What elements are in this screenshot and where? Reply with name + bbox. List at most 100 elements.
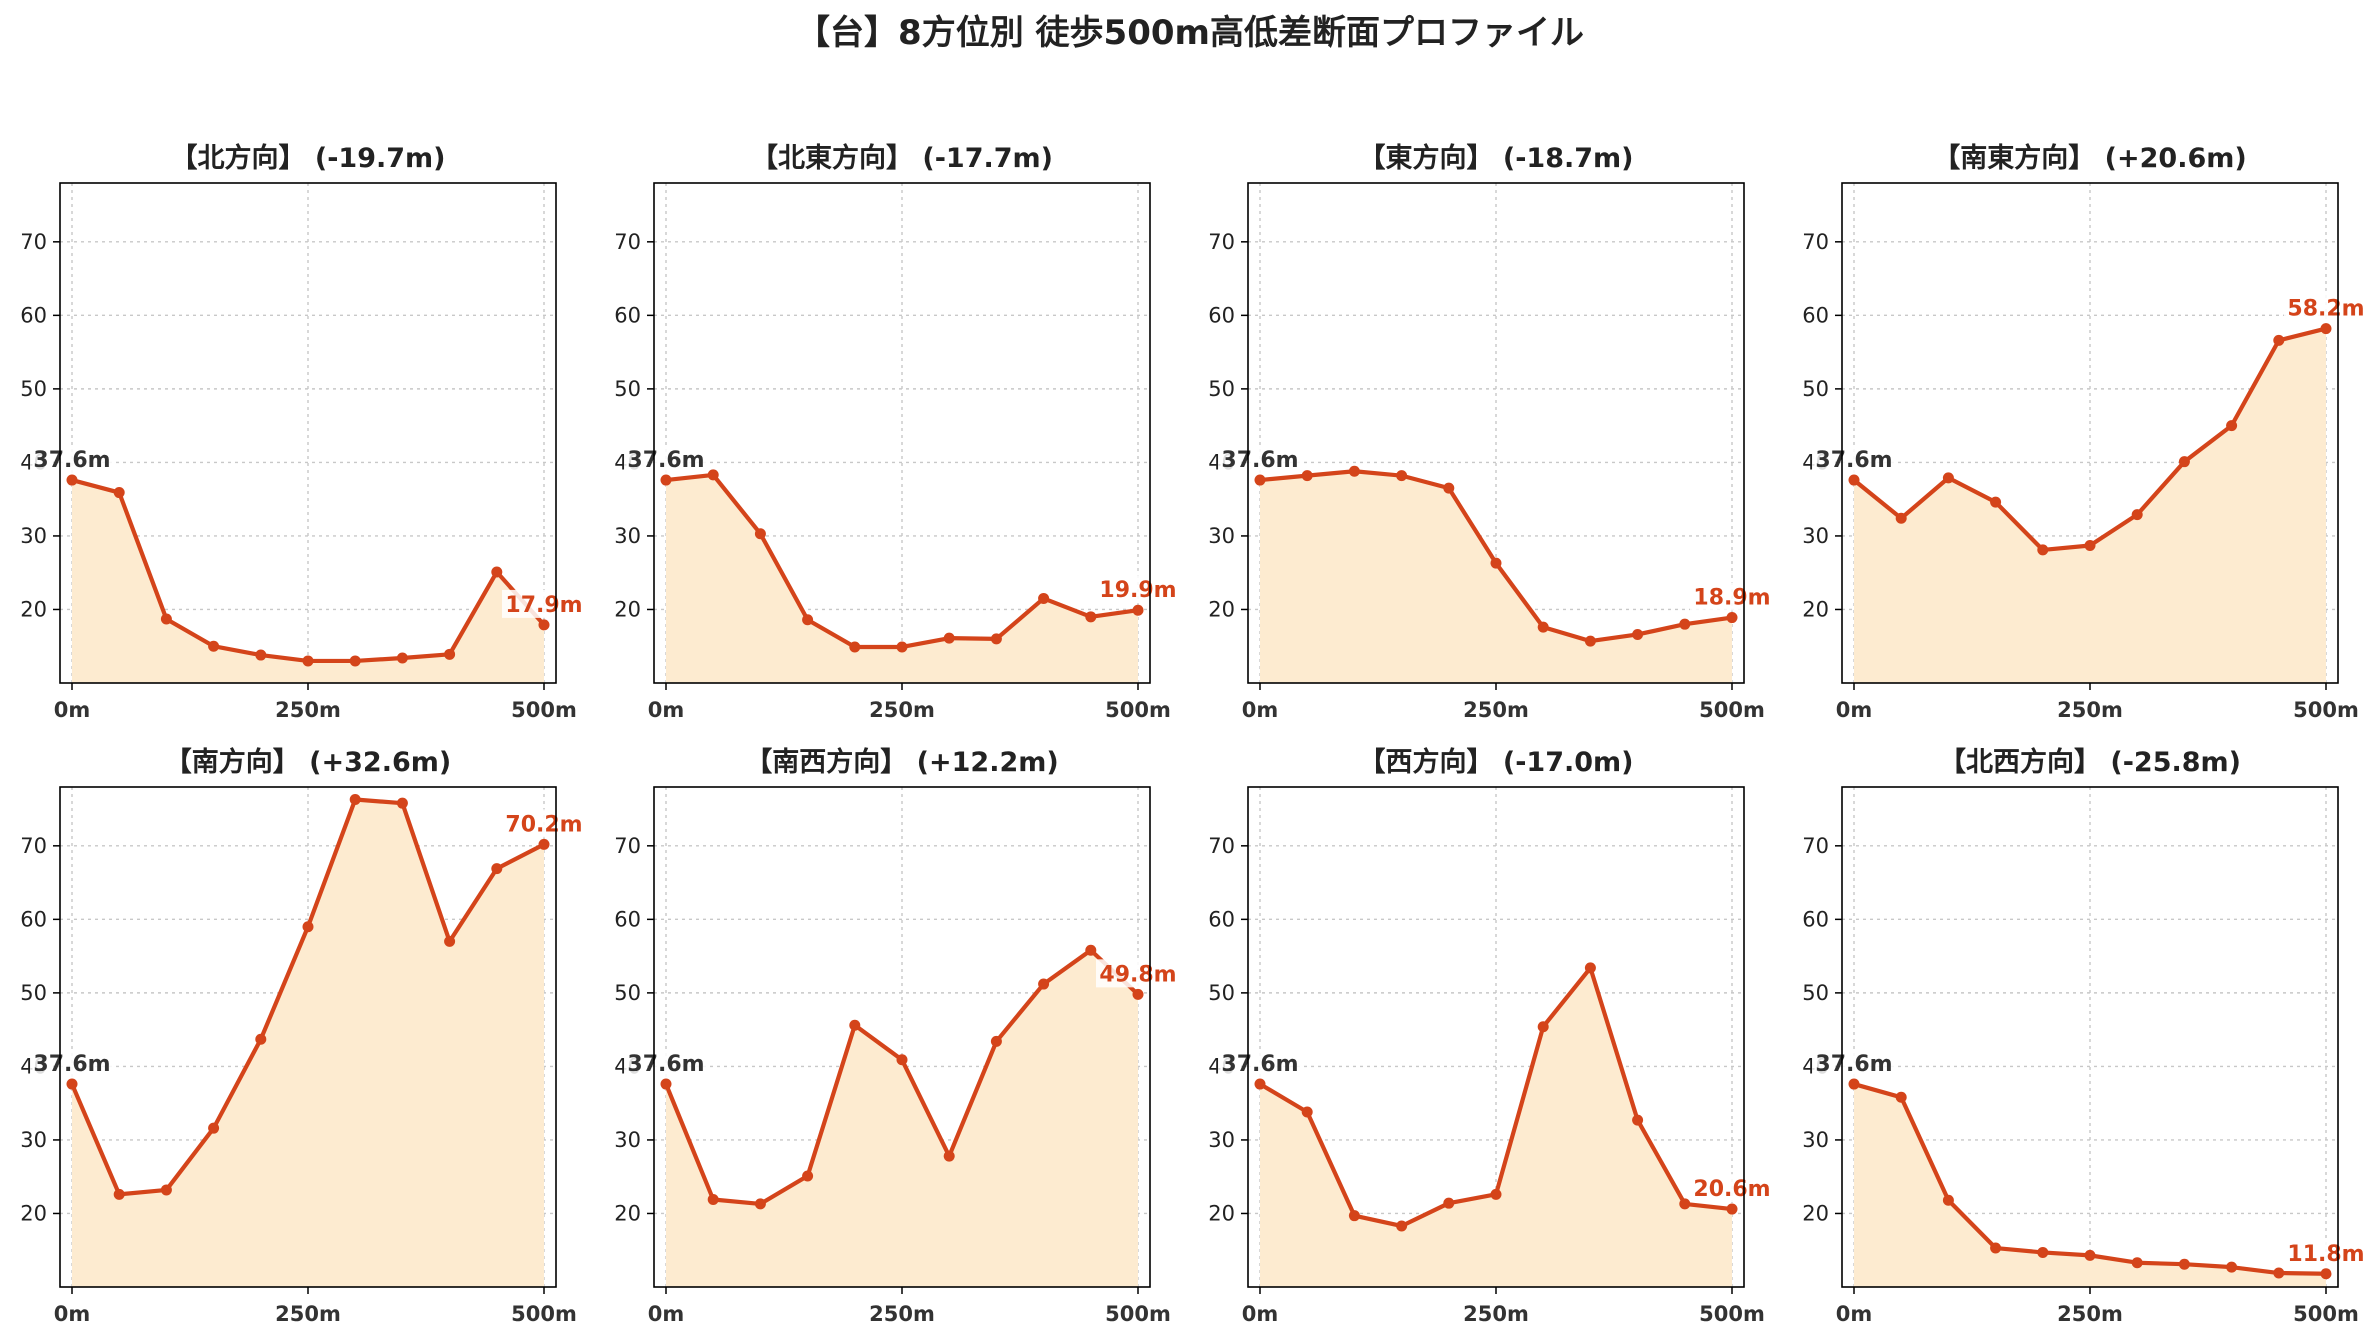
end-elevation-label: 11.8m: [2287, 1242, 2364, 1267]
axes-frame: [59, 786, 557, 1288]
y-tick-label: 20: [20, 1201, 47, 1225]
elevation-point: [1726, 1203, 1738, 1215]
y-tick-label: 30: [614, 1128, 641, 1152]
subplot-5: 【南方向】 (+32.6m)2030405060700m250m500m37.6…: [20, 746, 584, 1326]
elevation-point: [160, 613, 172, 625]
elevation-point: [1895, 512, 1907, 524]
elevation-point: [1632, 628, 1644, 640]
x-tick-label: 250m: [1463, 698, 1529, 722]
elevation-point: [302, 655, 314, 667]
end-elevation-label: 18.9m: [1693, 586, 1770, 611]
x-tick-label: 250m: [275, 1302, 341, 1326]
x-tick-label: 0m: [1836, 698, 1873, 722]
elevation-point: [2273, 1267, 2285, 1279]
elevation-point: [2178, 456, 2190, 468]
y-tick-label: 50: [1802, 377, 1829, 401]
y-tick-label: 30: [20, 1128, 47, 1152]
subplot-title: 【南東方向】 (+20.6m): [1933, 142, 2246, 174]
elevation-area: [72, 799, 544, 1287]
y-tick-label: 70: [1208, 230, 1235, 254]
subplot-6: 【南西方向】 (+12.2m)2030405060700m250m500m37.…: [614, 746, 1178, 1326]
start-elevation-label: 37.6m: [1221, 448, 1298, 473]
elevation-point: [754, 528, 766, 540]
x-tick-label: 250m: [2057, 1302, 2123, 1326]
y-tick-label: 60: [1802, 303, 1829, 327]
axes-frame: [1841, 786, 2339, 1288]
elevation-point: [1443, 482, 1455, 494]
elevation-point: [660, 474, 672, 486]
elevation-point: [1132, 988, 1144, 1000]
start-label-bg: [624, 445, 706, 474]
elevation-point: [1348, 1210, 1360, 1222]
end-elevation-label: 58.2m: [2287, 297, 2364, 322]
y-tick-label: 20: [614, 597, 641, 621]
y-tick-label: 50: [20, 981, 47, 1005]
elevation-point: [1990, 496, 2002, 508]
elevation-point: [2084, 1249, 2096, 1261]
elevation-area: [1854, 328, 2326, 683]
elevation-point: [2273, 334, 2285, 346]
end-elevation-label: 70.2m: [505, 812, 582, 837]
elevation-area: [666, 474, 1138, 683]
start-label-bg: [30, 445, 112, 474]
y-tick-label: 30: [1802, 524, 1829, 548]
elevation-point: [208, 640, 220, 652]
elevation-point: [1254, 1078, 1266, 1090]
elevation-point: [396, 652, 408, 664]
elevation-point: [849, 641, 861, 653]
x-tick-label: 500m: [1699, 1302, 1765, 1326]
end-label-bg: [502, 809, 584, 838]
end-label-bg: [1096, 959, 1178, 988]
elevation-area: [1854, 1084, 2326, 1287]
elevation-point: [802, 614, 814, 626]
elevation-point: [255, 649, 267, 661]
y-tick-label: 30: [20, 524, 47, 548]
elevation-point: [491, 863, 503, 875]
end-label-bg: [2284, 1238, 2366, 1267]
elevation-point: [1038, 978, 1050, 990]
elevation-point: [2226, 420, 2238, 432]
x-tick-label: 500m: [2293, 698, 2359, 722]
subplot-title: 【南方向】 (+32.6m): [165, 746, 451, 778]
y-tick-label: 50: [1208, 377, 1235, 401]
axes-frame: [1247, 786, 1745, 1288]
elevation-point: [2178, 1258, 2190, 1270]
start-label-bg: [1218, 445, 1300, 474]
subplot-title: 【南西方向】 (+12.2m): [745, 746, 1058, 778]
elevation-point: [1085, 611, 1097, 623]
subplot-title: 【東方向】 (-18.7m): [1358, 142, 1633, 174]
elevation-point: [1848, 1078, 1860, 1090]
x-tick-label: 0m: [1836, 1302, 1873, 1326]
elevation-area: [666, 950, 1138, 1287]
elevation-point: [2037, 1246, 2049, 1258]
y-tick-label: 30: [614, 524, 641, 548]
elevation-point: [1942, 1194, 1954, 1206]
elevation-point: [1537, 1021, 1549, 1033]
elevation-point: [707, 469, 719, 481]
elevation-point: [1990, 1242, 2002, 1254]
y-tick-label: 70: [1802, 230, 1829, 254]
x-tick-label: 250m: [2057, 698, 2123, 722]
elevation-point: [1132, 604, 1144, 616]
end-elevation-label: 49.8m: [1099, 962, 1176, 987]
y-tick-label: 20: [1208, 1201, 1235, 1225]
elevation-point: [1726, 612, 1738, 624]
y-tick-label: 30: [1802, 1128, 1829, 1152]
start-elevation-label: 37.6m: [33, 448, 110, 473]
x-tick-label: 500m: [2293, 1302, 2359, 1326]
x-tick-label: 500m: [511, 1302, 577, 1326]
elevation-point: [255, 1033, 267, 1045]
y-tick-label: 20: [1802, 597, 1829, 621]
elevation-point: [349, 655, 361, 667]
elevation-point: [444, 648, 456, 660]
x-tick-label: 500m: [1699, 698, 1765, 722]
elevation-point: [396, 797, 408, 809]
y-tick-label: 30: [1208, 524, 1235, 548]
elevation-point: [990, 1035, 1002, 1047]
subplot-3: 【東方向】 (-18.7m)2030405060700m250m500m37.6…: [1208, 142, 1772, 722]
elevation-point: [160, 1184, 172, 1196]
elevation-area: [72, 480, 544, 683]
y-tick-label: 70: [1208, 834, 1235, 858]
axes-frame: [1247, 182, 1745, 684]
x-tick-label: 250m: [1463, 1302, 1529, 1326]
